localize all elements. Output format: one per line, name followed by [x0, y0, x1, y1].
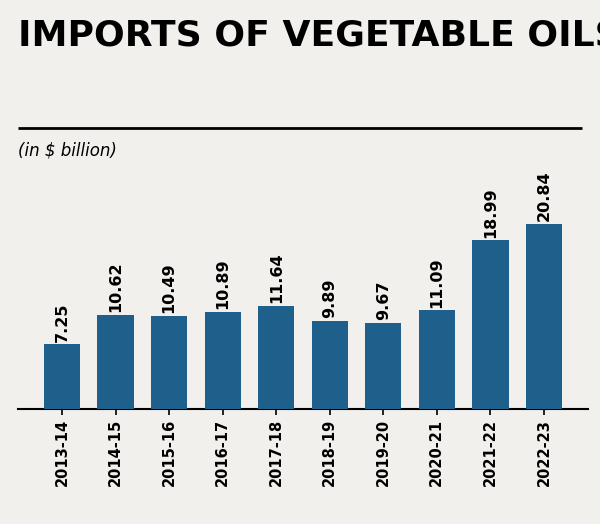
Bar: [205, 312, 241, 409]
Text: 11.64: 11.64: [269, 252, 284, 303]
Text: 11.09: 11.09: [430, 257, 445, 308]
Bar: [151, 315, 187, 409]
Text: 7.25: 7.25: [55, 302, 70, 342]
Text: 10.89: 10.89: [215, 259, 230, 310]
Bar: [97, 314, 134, 409]
Text: 9.67: 9.67: [376, 281, 391, 320]
Text: 18.99: 18.99: [483, 187, 498, 238]
Text: 20.84: 20.84: [536, 171, 551, 221]
Bar: [365, 323, 401, 409]
Bar: [44, 344, 80, 409]
Text: 10.49: 10.49: [161, 263, 176, 313]
Bar: [258, 305, 295, 409]
Bar: [526, 224, 562, 409]
Bar: [311, 321, 348, 409]
Text: 9.89: 9.89: [322, 279, 337, 319]
Text: (in $ billion): (in $ billion): [18, 141, 117, 159]
Text: IMPORTS OF VEGETABLE OILS: IMPORTS OF VEGETABLE OILS: [18, 18, 600, 52]
Bar: [472, 241, 509, 409]
Bar: [419, 310, 455, 409]
Text: 10.62: 10.62: [108, 261, 123, 312]
